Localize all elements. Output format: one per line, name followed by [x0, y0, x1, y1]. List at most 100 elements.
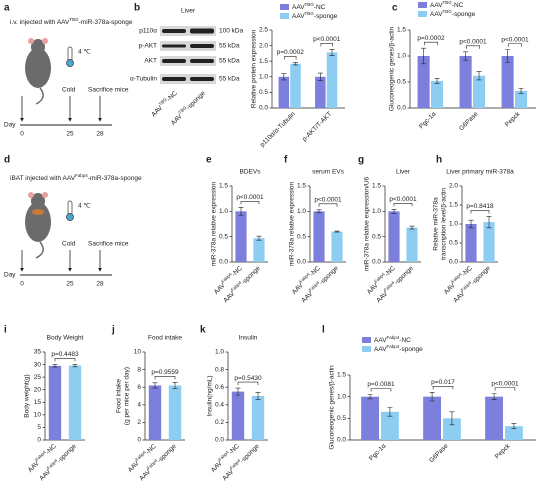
y-tick-label: 15: [34, 399, 42, 406]
text-part: -sponge: [185, 89, 207, 111]
y-tick-label: 0.0: [297, 259, 306, 266]
text-part: -sponge: [470, 264, 492, 286]
bar: [253, 238, 265, 262]
text-part: -sponge: [399, 346, 423, 353]
lane-label: AAVTBG-NC: [149, 88, 179, 118]
chart-title: Insulin: [239, 335, 258, 342]
error-bar: [281, 73, 287, 81]
error-bar: [505, 49, 511, 63]
x-tick-label: AAVFabp4-NC: [211, 263, 244, 296]
text-part: -NC: [228, 442, 241, 455]
chart-title: Liver primary miR-378a: [446, 169, 514, 176]
band: [162, 59, 186, 63]
x-tick-label: AAVFabp4-sponge: [37, 441, 78, 482]
error-bar: [152, 382, 158, 389]
text-part: AAV: [430, 11, 443, 18]
text-part: AAV: [375, 290, 389, 304]
day-tick: 25: [66, 281, 74, 288]
bar: [290, 63, 301, 108]
text-part: -NC: [309, 264, 322, 277]
bands: [162, 28, 214, 81]
significance-bracket: [154, 376, 176, 380]
mouse-tail: [35, 87, 44, 105]
chart-title: Food intake: [148, 335, 182, 342]
x-tick-label: AAVFabp4-NC: [125, 441, 158, 474]
bar: [406, 227, 418, 262]
significance-bracket: [318, 203, 338, 207]
blot-strip: [160, 26, 216, 36]
chart-title: BDEVs: [240, 169, 262, 176]
x-tick-label: AAVFabp4-NC: [25, 441, 58, 474]
legend-swatch: [418, 11, 427, 17]
text-part: -NC: [145, 442, 158, 455]
superscript: TBG: [443, 0, 453, 5]
x-tick-label: AAVFabp4-NC: [441, 263, 474, 296]
x-tick-label: G6Pase: [458, 110, 480, 132]
legend-swatch: [418, 2, 427, 8]
bar: [483, 222, 495, 262]
y-tick-label: 2: [137, 419, 141, 426]
y-tick-label: 0.4: [215, 402, 224, 409]
chart-title: serum EVs: [312, 169, 345, 176]
y-tick-label: 25: [34, 374, 42, 381]
mouse-ear: [42, 192, 48, 198]
x-tick-label: AAVFabp4-sponge: [220, 441, 261, 482]
y-tick-label: 0.0: [259, 105, 268, 112]
error-bar: [235, 387, 241, 396]
error-bar: [329, 49, 335, 56]
text-part: -NC: [399, 337, 411, 344]
y-tick-label: 0.5: [337, 415, 346, 422]
panel-letter: b: [134, 3, 140, 14]
text-part: AAV: [170, 112, 184, 126]
error-bar: [421, 47, 427, 65]
legend-label: AAVTBG-NC: [292, 2, 326, 11]
y-tick-label: 0.0: [337, 437, 346, 444]
thermometer: [67, 200, 73, 216]
protein-label: p110α: [139, 28, 157, 35]
end-label: Sacrifice mice: [88, 87, 129, 94]
x-tick-label: p110α/α-Tubulin: [259, 110, 297, 148]
error-bar: [387, 407, 393, 417]
text-part: AAV: [27, 459, 41, 473]
x-tick-label: p-AKT/T-AKT: [301, 111, 333, 143]
superscript: TBG: [177, 105, 187, 115]
text-part: AAV: [292, 13, 305, 20]
p-value: p<0.0001: [314, 197, 342, 204]
bar: [388, 211, 400, 262]
bar: [235, 211, 247, 262]
error-bar: [491, 393, 497, 400]
y-tick-label: 6: [137, 384, 141, 391]
bar: [431, 80, 444, 108]
text-part: -sponge: [318, 264, 340, 286]
cold-label: Cold: [62, 87, 76, 94]
error-bar: [511, 423, 517, 430]
text-part: iBAT injected with AAV: [10, 175, 76, 182]
day-label: Day: [4, 272, 16, 279]
error-bar: [434, 78, 440, 84]
bar: [278, 76, 290, 108]
significance-bracket: [393, 203, 413, 207]
y-tick-label: 0.0: [215, 437, 224, 444]
superscript: TBG: [443, 9, 453, 14]
bar: [231, 391, 245, 440]
y-tick-label: 0.5: [397, 79, 406, 86]
schematic-title: iBAT injected with AAVFabp4-miR-378a-spo…: [10, 173, 142, 182]
p-value: p<0.0001: [491, 380, 519, 387]
legend-swatch: [362, 346, 371, 352]
y-tick-label: 1.0: [259, 74, 268, 81]
legend-label: AAVFabp4-NC: [374, 335, 411, 344]
y-tick-label: 0.8: [215, 366, 224, 373]
error-bar: [486, 216, 492, 229]
y-tick-label: 0: [137, 437, 141, 444]
y-tick-label: 0.5: [219, 233, 228, 240]
error-bar: [391, 209, 397, 214]
x-tick-label: AAVFabp4-NC: [289, 263, 322, 296]
y-tick-label: 0.0: [219, 259, 228, 266]
error-bar: [238, 206, 244, 216]
text-part: -sponge: [156, 442, 178, 464]
y-tick-label: 20: [34, 386, 42, 393]
text-part: -NC: [461, 264, 474, 277]
superscript: TBG: [69, 17, 79, 22]
text-part: AAV: [222, 290, 236, 304]
y-tick-label: 0: [37, 437, 41, 444]
